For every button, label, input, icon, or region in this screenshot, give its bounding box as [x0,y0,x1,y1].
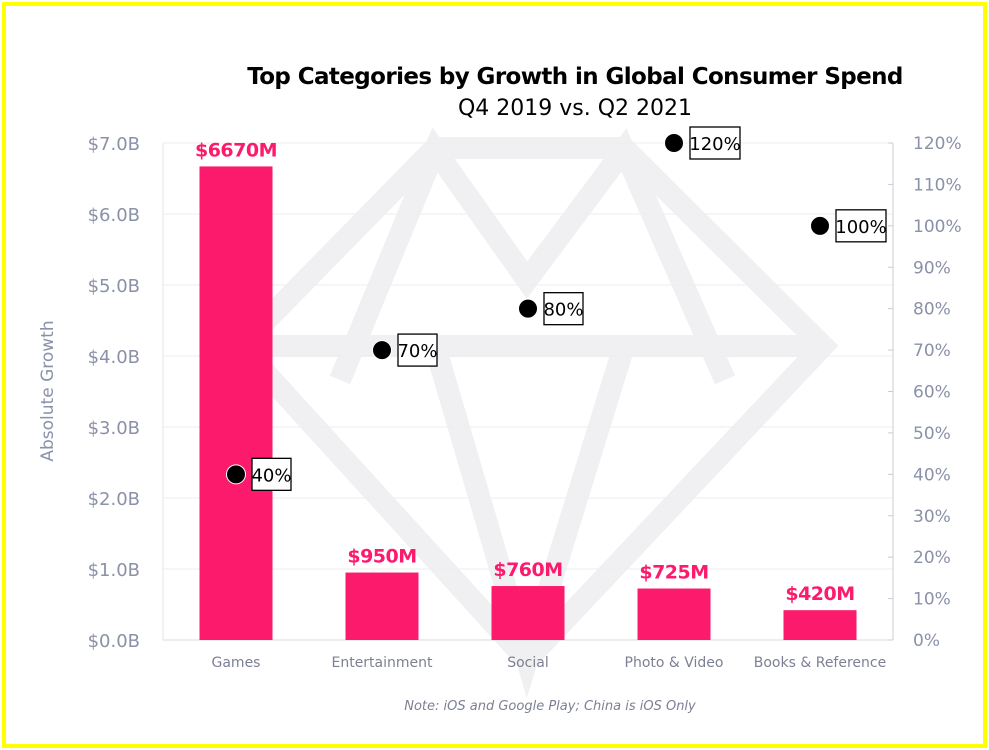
right-tick-label: 100% [913,217,962,237]
bar [783,610,857,640]
growth-label: 40% [251,465,291,486]
growth-label-box [251,457,292,491]
category-label: Entertainment [331,655,433,671]
dots: 40% 70% 80% 120% 100% [226,126,887,491]
bar [491,586,565,640]
growth-label-box [689,126,741,160]
left-tick-label: $0.0B [88,631,140,652]
left-tick-label: $4.0B [88,347,140,368]
growth-dot [226,464,246,485]
right-tick-label: 60% [913,383,951,403]
bar-value-label: $725M [639,562,708,584]
growth-dot [372,340,392,361]
right-tick-label: 70% [913,341,951,361]
category-label: Social [507,655,549,671]
right-tick-label: 50% [913,424,951,444]
chart-title: Top Categories by Growth in Global Consu… [247,64,903,90]
growth-dot [664,133,684,153]
right-tick-label: 0% [913,631,940,651]
left-tick-label: $5.0B [88,276,140,297]
right-tick-label: 120% [913,134,962,154]
left-tick-label: $7.0B [88,134,140,155]
watermark-outline [225,137,839,677]
category-label: Photo & Video [625,655,724,671]
right-tick-label: 40% [913,465,951,485]
bar-value-label: $950M [347,546,416,568]
bar [199,166,273,640]
watermark-pavilion [424,342,635,699]
bar [345,572,419,640]
right-tick-label: 20% [913,548,951,568]
watermark-facets [329,127,736,385]
growth-dot [518,298,538,319]
category-labels: Games Entertainment Social Photo & Video Boo… [212,655,887,671]
growth-label-box [397,333,438,367]
right-tick-label: 10% [913,590,951,610]
growth-label: 120% [689,134,740,155]
category-label: Books & Reference [754,655,886,671]
bar-value-label: $6670M [195,139,277,161]
bar-value-label: $420M [785,583,854,605]
right-tick-label: 90% [913,258,951,278]
diamond-watermark-icon [225,127,839,699]
growth-label: 80% [543,300,583,321]
right-tick-label: 30% [913,507,951,527]
left-tick-label: $6.0B [88,205,140,226]
left-axis: $0.0B $1.0B $2.0B $3.0B $4.0B $5.0B $6.0B $7.0B [88,134,893,652]
bars: $6670M $950M $760M $725M $420M [195,139,857,640]
footnote: Note: iOS and Google Play; China is iOS … [404,699,696,714]
right-tick-label: 110% [913,175,962,195]
right-tick-label: 80% [913,300,951,320]
growth-label: 100% [835,217,886,238]
category-label: Games [212,655,261,671]
bar [637,588,711,640]
left-tick-label: $1.0B [88,560,140,581]
growth-label-box [543,292,584,326]
growth-label-box [835,209,887,243]
left-tick-label: $3.0B [88,418,140,439]
bar-value-label: $760M [493,559,562,581]
left-tick-label: $2.0B [88,489,140,510]
y-axis-label: Absolute Growth [38,320,58,461]
right-axis: 0% 10% 20% 30% 40% 50% 60% 70% 80% 90% 100% 110% 120… [888,134,962,651]
growth-dot [810,215,830,236]
chart-subtitle: Q4 2019 vs. Q2 2021 [457,96,693,121]
growth-label: 70% [397,341,437,362]
